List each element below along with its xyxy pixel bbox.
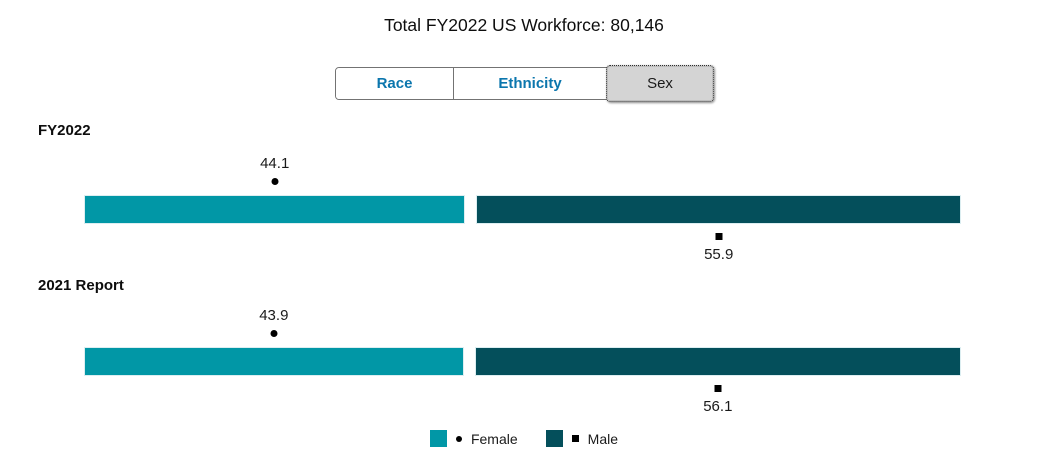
legend-label: Male <box>587 430 619 447</box>
category-label-fy2022: FY2022 <box>38 122 91 139</box>
legend: Female Male <box>0 430 1048 447</box>
female-value-label: 43.9 <box>259 307 289 324</box>
male-color-swatch <box>545 430 563 447</box>
legend-item-female[interactable]: Female <box>429 430 518 447</box>
category-label-2021-report: 2021 Report <box>38 277 124 294</box>
male-bar-segment <box>475 348 960 375</box>
female-color-swatch <box>429 430 447 447</box>
male-square-marker <box>715 233 723 240</box>
chart-title: Total FY2022 US Workforce: 80,146 <box>384 15 664 35</box>
male-bar-segment <box>477 196 960 223</box>
male-value-label: 55.9 <box>704 246 734 263</box>
female-circle-marker <box>270 330 278 337</box>
tab-race[interactable]: Race <box>336 68 453 99</box>
male-square-marker-icon <box>571 435 579 442</box>
female-circle-marker <box>271 178 279 185</box>
female-bar-segment <box>85 348 463 375</box>
female-circle-marker-icon <box>455 435 462 442</box>
bar-row-2021-report: 43.9 56.1 <box>85 307 960 415</box>
male-square-marker <box>714 385 722 392</box>
male-value-label: 56.1 <box>703 398 733 415</box>
female-bar-segment <box>85 196 465 223</box>
bar-row-fy2022: 44.1 55.9 <box>85 155 960 263</box>
plot-area: 44.1 55.9 43.9 56.1 <box>85 0 960 470</box>
legend-item-male[interactable]: Male <box>545 430 619 447</box>
female-value-label: 44.1 <box>260 155 290 172</box>
tab-ethnicity[interactable]: Ethnicity <box>453 68 606 99</box>
view-toggle-tabs: Race Ethnicity Sex <box>335 65 714 102</box>
tab-sex[interactable]: Sex <box>606 65 714 102</box>
legend-label: Female <box>470 430 518 447</box>
